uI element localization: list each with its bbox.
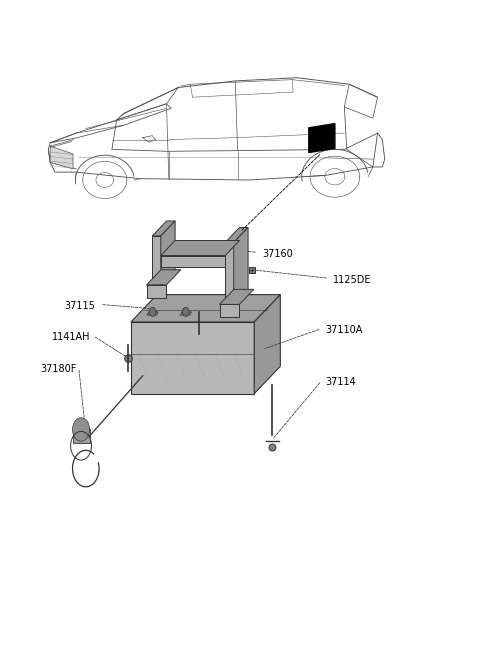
- Polygon shape: [131, 322, 254, 394]
- Polygon shape: [146, 270, 181, 285]
- Polygon shape: [50, 146, 73, 169]
- Polygon shape: [146, 285, 167, 298]
- Polygon shape: [225, 227, 248, 242]
- Polygon shape: [180, 312, 192, 315]
- Polygon shape: [254, 294, 280, 394]
- Text: 37180F: 37180F: [40, 364, 76, 374]
- Text: 37114: 37114: [325, 377, 356, 387]
- Polygon shape: [234, 227, 248, 304]
- Polygon shape: [161, 240, 240, 256]
- Polygon shape: [152, 236, 161, 285]
- Polygon shape: [152, 221, 175, 236]
- Polygon shape: [309, 124, 335, 152]
- Text: 1125DE: 1125DE: [333, 275, 371, 284]
- Circle shape: [182, 307, 189, 317]
- Polygon shape: [219, 289, 254, 304]
- Polygon shape: [161, 221, 175, 285]
- Polygon shape: [147, 312, 158, 315]
- Polygon shape: [225, 242, 234, 304]
- Text: 37115: 37115: [64, 301, 96, 311]
- Text: 1141AH: 1141AH: [52, 332, 91, 342]
- Polygon shape: [131, 294, 280, 322]
- Text: 37110A: 37110A: [325, 325, 363, 335]
- Polygon shape: [72, 430, 90, 443]
- Circle shape: [72, 418, 90, 442]
- Circle shape: [149, 307, 156, 317]
- Polygon shape: [219, 304, 240, 317]
- Polygon shape: [161, 256, 225, 267]
- Text: 37160: 37160: [263, 248, 294, 259]
